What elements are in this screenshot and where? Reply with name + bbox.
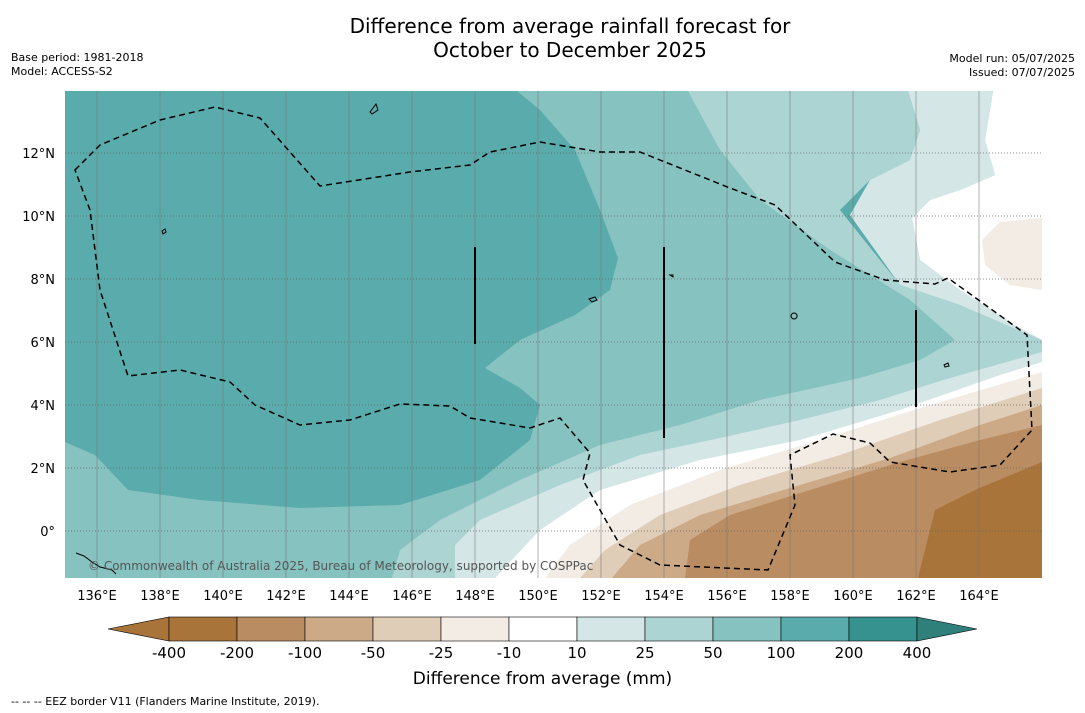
zone-markers <box>474 247 917 438</box>
lat-label: 12°N <box>22 147 55 162</box>
lat-label: 10°N <box>22 210 55 225</box>
colorbar-tick-label: -400 <box>151 644 187 662</box>
colorbar-title: Difference from average (mm) <box>412 669 673 689</box>
lat-label: 8°N <box>31 273 56 288</box>
lon-label: 152°E <box>581 589 621 604</box>
colorbar <box>107 616 978 642</box>
title-line-1: Difference from average rainfall forecas… <box>349 14 791 38</box>
colorbar-tick-label: -50 <box>360 644 386 662</box>
model-name: Model: ACCESS-S2 <box>11 65 113 78</box>
model-run: Model run: 05/07/2025 <box>949 52 1075 65</box>
lat-gridlines <box>65 152 1042 532</box>
colorbar-cell <box>440 616 510 642</box>
contour-minus400 <box>918 462 1042 578</box>
meta-right: Model run: 05/07/2025 Issued: 07/07/2025 <box>949 52 1075 80</box>
colorbar-cell <box>372 616 442 642</box>
colorbar-tick-label: 400 <box>902 644 932 662</box>
meta-left: Base period: 1981-2018 Model: ACCESS-S2 <box>11 51 143 79</box>
colorbar-arrow-right <box>916 616 978 642</box>
lon-label: 148°E <box>455 589 495 604</box>
colorbar-tick-label: -100 <box>287 644 323 662</box>
issued-date: Issued: 07/07/2025 <box>968 66 1075 79</box>
colorbar-tick-label: -25 <box>428 644 454 662</box>
lon-label: 142°E <box>266 589 306 604</box>
lon-label: 136°E <box>77 589 117 604</box>
colorbar-cell <box>236 616 306 642</box>
lon-label: 158°E <box>770 589 810 604</box>
islands <box>75 102 950 575</box>
contour-white-north <box>912 91 1042 225</box>
lon-axis: 136°E 138°E 140°E 142°E 144°E 146°E 148°… <box>77 589 999 604</box>
title-line-2: October to December 2025 <box>433 38 707 62</box>
map-fill-layers: © Commonwealth of Australia 2025, Bureau… <box>65 91 1042 578</box>
lat-label: 2°N <box>31 462 56 477</box>
colorbar-tick-label: 200 <box>834 644 864 662</box>
colorbar-tick-label: 10 <box>567 644 587 662</box>
map-title: Difference from average rainfall forecas… <box>0 14 1085 62</box>
lon-label: 144°E <box>329 589 369 604</box>
colorbar-tick-label: 100 <box>766 644 796 662</box>
colorbar-cell <box>712 616 782 642</box>
colorbar-cell <box>508 616 578 642</box>
lon-label: 154°E <box>644 589 684 604</box>
colorbar-cell <box>848 616 918 642</box>
lat-label: 0° <box>40 525 55 540</box>
lat-label: 4°N <box>31 399 56 414</box>
lon-label: 156°E <box>707 589 747 604</box>
lon-label: 150°E <box>518 589 558 604</box>
lon-label: 164°E <box>959 589 999 604</box>
lat-axis: 12°N 10°N 8°N 6°N 4°N 2°N 0° <box>22 147 55 540</box>
lon-label: 160°E <box>833 589 873 604</box>
lon-label: 140°E <box>203 589 243 604</box>
colorbar-tick-label: 50 <box>703 644 723 662</box>
colorbar-cell <box>780 616 850 642</box>
colorbar-tick-label: -200 <box>219 644 255 662</box>
contour-minus25-east <box>982 218 1042 290</box>
lon-label: 138°E <box>140 589 180 604</box>
colorbar-cell <box>304 616 374 642</box>
copyright-text: © Commonwealth of Australia 2025, Bureau… <box>88 559 593 573</box>
colorbar-cell <box>576 616 646 642</box>
colorbar-tick-label: 25 <box>635 644 655 662</box>
colorbar-arrow-left <box>107 616 170 642</box>
eez-border <box>74 106 1033 571</box>
colorbar-tick-label: -10 <box>496 644 522 662</box>
colorbar-cell <box>168 616 238 642</box>
lon-label: 146°E <box>392 589 432 604</box>
lat-label: 6°N <box>31 336 56 351</box>
colorbar-cell <box>644 616 714 642</box>
base-period: Base period: 1981-2018 <box>11 51 144 64</box>
eez-legend: -- -- -- EEZ border V11 (Flanders Marine… <box>11 695 320 708</box>
lon-label: 162°E <box>896 589 936 604</box>
